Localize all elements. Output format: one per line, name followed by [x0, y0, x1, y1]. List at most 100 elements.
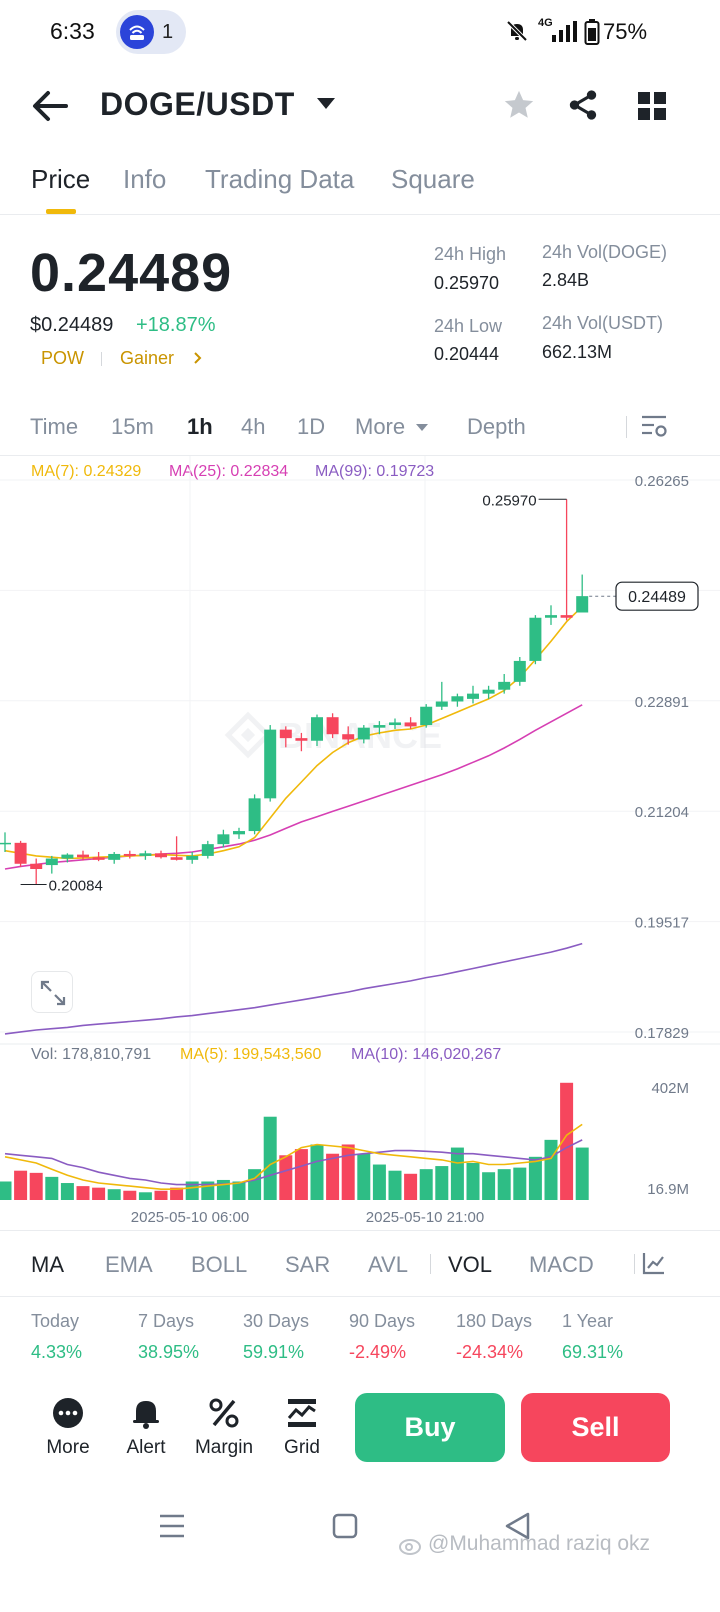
chevron-down-icon[interactable] [317, 98, 335, 109]
high-marker-label: 0.25970 [482, 492, 536, 509]
candle-body [201, 844, 214, 856]
margin-label[interactable]: Margin [194, 1437, 254, 1458]
grid-label[interactable]: Grid [284, 1437, 320, 1458]
perf-label: 90 Days [349, 1311, 416, 1331]
indicator-sar[interactable]: SAR [285, 1252, 331, 1277]
candle-body [560, 615, 573, 618]
favorite-star-icon[interactable] [502, 88, 536, 122]
menu-nav-icon[interactable] [156, 1510, 188, 1542]
candle-body [404, 722, 417, 727]
price-chart[interactable]: BINANCE 0.262650.245770.228910.212040.19… [0, 456, 720, 1231]
candle-body [61, 854, 74, 859]
perf-value: 69.31% [562, 1342, 624, 1362]
indicator-separator [430, 1254, 431, 1274]
depth-tab[interactable]: Depth [467, 414, 526, 439]
indicator-ma[interactable]: MA [31, 1252, 64, 1277]
volume-bar [0, 1181, 12, 1200]
volume-bar [76, 1186, 90, 1200]
volume-min-label: 16.9M [647, 1181, 689, 1198]
fullscreen-button[interactable] [31, 971, 73, 1013]
interval-15m[interactable]: 15m [111, 414, 154, 439]
candle-body [92, 857, 105, 860]
volume-bar [544, 1139, 558, 1200]
vol-legend: Vol: 178,810,791 [31, 1046, 152, 1063]
candle-body [14, 842, 27, 864]
pair-title[interactable]: DOGE/USDT [100, 86, 295, 122]
candle-body [467, 693, 479, 699]
volume-bar [310, 1144, 324, 1200]
sell-button[interactable]: Sell [521, 1393, 670, 1462]
interval-more[interactable]: More [355, 414, 406, 439]
tab-price[interactable]: Price [31, 164, 91, 194]
volume-bar [357, 1153, 371, 1200]
interval-1h[interactable]: 1h [187, 414, 213, 439]
candle-body [326, 717, 339, 735]
buy-button[interactable]: Buy [355, 1393, 505, 1462]
chevron-right-icon[interactable] [193, 351, 203, 365]
usd-price: $0.24489 [30, 314, 114, 336]
y-tick-label: 0.22891 [635, 694, 689, 711]
candle-body [576, 596, 589, 613]
back-arrow-icon[interactable] [30, 88, 70, 124]
interval-1d[interactable]: 1D [297, 414, 326, 439]
indicator-ema[interactable]: EMA [105, 1252, 153, 1277]
ma7-legend: MA(7): 0.24329 [31, 463, 142, 480]
candle-body [513, 660, 526, 682]
candle-body [279, 729, 292, 739]
candle-body [139, 853, 152, 856]
volume-bar [45, 1176, 59, 1200]
indicator-avl[interactable]: AVL [368, 1252, 408, 1277]
volume-bar [138, 1192, 152, 1200]
notification-pill[interactable]: 1 [116, 10, 186, 54]
vol-base-label: 24h Vol(DOGE) [542, 242, 668, 262]
low-value: 0.20444 [434, 344, 500, 364]
candle-body [170, 857, 183, 860]
back-nav-icon[interactable] [502, 1510, 534, 1542]
grid-bot-icon[interactable] [285, 1396, 319, 1430]
indicator-vol[interactable]: VOL [448, 1252, 493, 1277]
indicator-macd[interactable]: MACD [529, 1252, 594, 1277]
chart-settings-icon[interactable] [640, 412, 668, 440]
tabs-divider [0, 214, 720, 215]
bell-icon[interactable] [129, 1396, 163, 1430]
mute-icon [506, 20, 528, 42]
expand-icon [40, 980, 66, 1006]
last-price: 0.24489 [30, 243, 233, 303]
interval-time[interactable]: Time [30, 414, 79, 439]
low-marker-label: 0.20084 [49, 877, 103, 894]
layout-grid-icon[interactable] [637, 91, 667, 121]
tab-trading-data[interactable]: Trading Data [205, 164, 355, 194]
more-caret-icon[interactable] [416, 424, 428, 431]
ma25-legend: MA(25): 0.22834 [169, 463, 289, 480]
perf-label: Today [31, 1311, 80, 1331]
interval-4h[interactable]: 4h [241, 414, 266, 439]
perf-value: 38.95% [138, 1342, 200, 1362]
axis-labels: 0.262650.245770.228910.212040.195170.178… [20, 473, 699, 1226]
perf-label: 7 Days [138, 1311, 195, 1331]
signal-icon [552, 21, 577, 42]
y-tick-label: 0.17829 [635, 1025, 689, 1042]
volume-bar [294, 1149, 308, 1200]
tag-gainer[interactable]: Gainer [120, 348, 175, 368]
volume-bar [466, 1162, 480, 1200]
chart-grid [0, 456, 720, 1200]
tab-info[interactable]: Info [123, 164, 167, 194]
candle-body [498, 681, 511, 690]
volume-bar [248, 1169, 262, 1200]
volume-max-label: 402M [651, 1080, 689, 1097]
indicator-boll[interactable]: BOLL [191, 1252, 248, 1277]
candle-body [389, 722, 401, 726]
home-nav-icon[interactable] [329, 1510, 361, 1542]
alert-label[interactable]: Alert [126, 1437, 166, 1458]
perf-value: -24.34% [456, 1342, 524, 1362]
more-icon[interactable] [51, 1396, 85, 1430]
volume-bar [419, 1169, 433, 1200]
tag-pow[interactable]: POW [41, 348, 84, 368]
notification-count: 1 [162, 21, 174, 43]
candle-body [248, 798, 261, 832]
indicator-settings-icon[interactable] [642, 1251, 666, 1275]
margin-percent-icon[interactable] [207, 1396, 241, 1430]
more-label[interactable]: More [46, 1437, 90, 1458]
share-icon[interactable] [566, 88, 600, 122]
tab-square[interactable]: Square [391, 164, 475, 194]
